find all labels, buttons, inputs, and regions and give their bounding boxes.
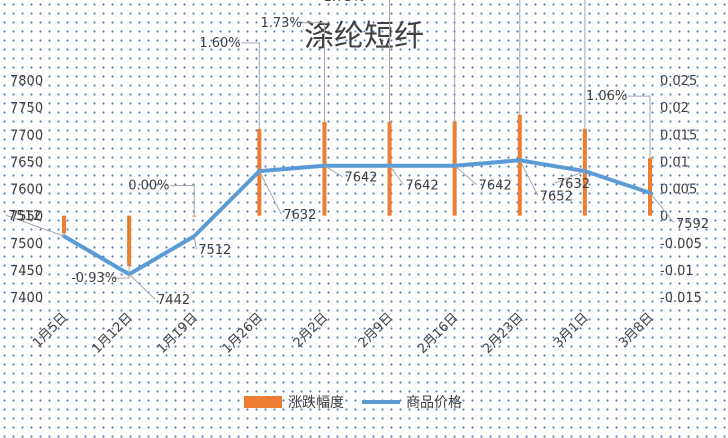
- bar-data-label: 0.00%: [128, 179, 169, 194]
- change-bar: [517, 114, 522, 216]
- legend-bar-label: 涨跌幅度: [288, 395, 344, 411]
- line-data-label: 7652: [540, 189, 573, 204]
- change-bar: [387, 121, 392, 216]
- change-bar: [127, 215, 132, 267]
- x-tick-label: 1月19日: [155, 310, 202, 357]
- left-tick-label: 7700: [10, 128, 43, 143]
- legend-line-label: 商品价格: [406, 395, 462, 411]
- x-tick-label: 2月16日: [415, 310, 462, 357]
- data-labels: -0.93%0.00%1.60%1.73%1.73%1.73%1.86%1.60…: [8, 0, 709, 308]
- line-data-label: 7512: [198, 243, 231, 258]
- line-data-label: 7642: [479, 179, 512, 194]
- left-tick-label: 7500: [10, 237, 43, 252]
- legend-bar-swatch: [244, 396, 282, 408]
- line-data-label: 7632: [557, 177, 590, 192]
- legend: 涨跌幅度 商品价格: [244, 395, 462, 411]
- line-label-leader: [258, 170, 282, 215]
- bar-label-leader: [302, 22, 325, 122]
- change-bar: [452, 121, 457, 216]
- right-tick-label: 0.02: [660, 101, 689, 116]
- bar-data-label: 1.73%: [260, 16, 301, 31]
- x-tick-label: 1月5日: [30, 310, 71, 351]
- bar-data-label: 1.60%: [199, 36, 240, 51]
- right-axis-ticks: -0.015 -0.01 -0.005 0 0.005 0.01 0.015 0.02 0.02…: [660, 74, 702, 306]
- left-axis-ticks: 7400 7450 7500 7550 7600 7650 7700 7750 7800: [10, 74, 43, 306]
- line-label-leader: [128, 273, 156, 300]
- line-label-leader: [324, 165, 343, 178]
- x-tick-label: 1月12日: [89, 310, 136, 357]
- right-tick-label: 0.015: [660, 128, 697, 143]
- change-bar: [322, 121, 327, 216]
- change-bar: [62, 215, 66, 234]
- right-tick-label: -0.015: [660, 291, 702, 306]
- line-data-label: 7442: [157, 293, 190, 308]
- chart-title: 涤纶短纤: [304, 19, 424, 54]
- line-data-label: 7512: [8, 209, 41, 224]
- left-tick-label: 7550: [10, 210, 43, 225]
- left-tick-label: 7400: [10, 291, 43, 306]
- x-tick-label: 2月9日: [356, 310, 397, 351]
- price-line-group: [62, 158, 652, 277]
- bar-label-leader: [584, 0, 586, 129]
- right-tick-label: -0.005: [660, 237, 702, 252]
- x-tick-label: 3月8日: [616, 310, 657, 351]
- bar-label-leader: [170, 185, 195, 216]
- right-tick-label: 0.01: [660, 155, 689, 170]
- line-label-leader: [454, 165, 477, 186]
- x-axis-labels: 1月5日 1月12日 1月19日 1月26日 2月2日 2月9日 2月16日 2月23日 3月1…: [30, 310, 657, 357]
- bar-data-label: 1.73%: [324, 0, 365, 5]
- line-label-leader: [554, 170, 586, 184]
- line-data-label: 7642: [406, 179, 439, 194]
- change-bar: [648, 158, 652, 216]
- line-label-leader: [389, 165, 404, 186]
- leader-lines: [5, 0, 675, 300]
- line-label-leader: [649, 192, 675, 224]
- right-tick-label: 0.025: [660, 74, 697, 89]
- line-label-leader: [519, 160, 539, 196]
- left-tick-label: 7750: [10, 101, 43, 116]
- bar-label-leader: [454, 0, 456, 122]
- bar-label-leader: [628, 95, 651, 159]
- x-tick-label: 3月1日: [551, 310, 592, 351]
- right-tick-label: 0: [660, 210, 668, 225]
- line-data-label: 7632: [283, 208, 316, 223]
- line-label-leader: [193, 236, 197, 250]
- left-tick-label: 7650: [10, 155, 43, 170]
- x-tick-label: 1月26日: [220, 310, 267, 357]
- bar-label-leader: [241, 42, 260, 129]
- line-data-label: 7592: [676, 217, 709, 232]
- x-tick-label: 2月23日: [480, 310, 527, 357]
- right-tick-label: 0.005: [660, 183, 697, 198]
- left-tick-label: 7600: [10, 183, 43, 198]
- right-tick-label: -0.01: [660, 264, 694, 279]
- bar-label-leader: [519, 0, 521, 115]
- line-data-label: 7642: [344, 171, 377, 186]
- line-label-leader: [5, 214, 65, 237]
- bar-label-leader: [113, 266, 130, 279]
- left-tick-label: 7450: [10, 264, 43, 279]
- bar-label-leader: [389, 0, 391, 122]
- x-tick-label: 2月2日: [291, 310, 332, 351]
- bar-data-label: 1.06%: [586, 89, 627, 104]
- change-bar: [192, 215, 197, 217]
- price-line: [62, 158, 652, 277]
- left-tick-label: 7800: [10, 74, 43, 89]
- bar-data-label: -0.93%: [71, 271, 117, 286]
